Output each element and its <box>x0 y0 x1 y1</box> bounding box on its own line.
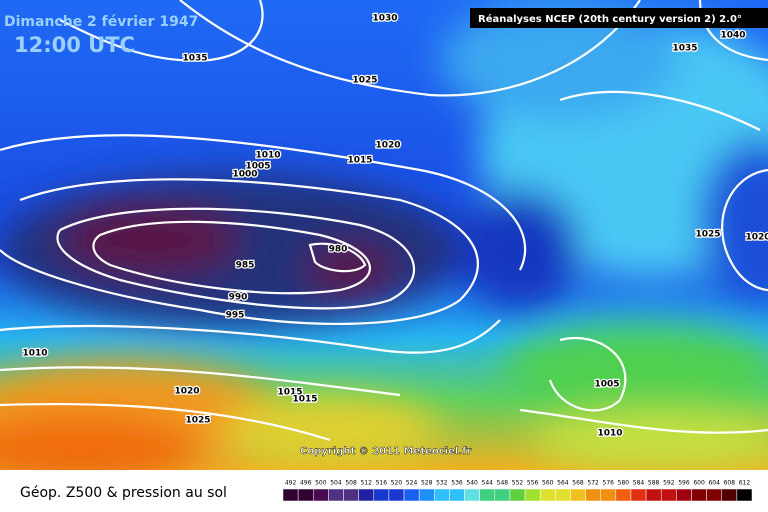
isobar-label: 1020 <box>745 233 768 243</box>
scale-tick-label: 540 <box>466 480 478 487</box>
scale-swatch <box>313 488 329 502</box>
isobar-label: 1040 <box>720 31 745 41</box>
isobar-label: 1010 <box>22 349 47 359</box>
scale-tick-label: 520 <box>391 480 403 487</box>
scale-tick-label: 524 <box>406 480 418 487</box>
isobar-label: 1035 <box>182 54 207 64</box>
isobar-label: 990 <box>229 293 248 303</box>
scale-tick-label: 588 <box>648 480 660 487</box>
isobar-label: 1010 <box>255 151 280 161</box>
scale-tick-label: 548 <box>497 480 509 487</box>
isobar-label: 1000 <box>232 170 257 180</box>
scale-tick-label: 504 <box>330 480 342 487</box>
source-label: Réanalyses NCEP (20th century version 2)… <box>478 13 742 25</box>
scale-tick-label: 552 <box>512 480 524 487</box>
scale-tick-label: 564 <box>557 480 569 487</box>
scale-swatch <box>479 488 496 502</box>
isobar-label: 1020 <box>375 141 400 151</box>
scale-swatch <box>706 488 722 502</box>
footer-title: Géop. Z500 & pression au sol <box>20 485 227 501</box>
scale-swatch <box>297 488 314 502</box>
isobar-label: 1035 <box>672 44 697 54</box>
copyright: Copyright © 2011 Meteociel.fr <box>300 446 471 457</box>
scale-swatch <box>645 488 662 502</box>
isobar-label: 1025 <box>185 416 210 426</box>
isobar-label: 1025 <box>352 76 377 86</box>
scale-tick-label: 592 <box>663 480 675 487</box>
scale-tick-label: 572 <box>587 480 599 487</box>
isobar-label: 980 <box>329 245 348 255</box>
scale-tick-label: 568 <box>572 480 584 487</box>
scale-tick-label: 508 <box>345 480 357 487</box>
isobar-label: 985 <box>236 261 255 271</box>
scale-swatch <box>328 488 344 502</box>
scale-swatch <box>434 488 450 502</box>
isobar-label: 1010 <box>597 429 622 439</box>
scale-swatch <box>373 488 390 502</box>
scale-tick-label: 600 <box>693 480 705 487</box>
scale-swatch <box>660 488 677 502</box>
map-time: 12:00 UTC <box>14 33 135 57</box>
scale-tick-label: 580 <box>618 480 630 487</box>
scale-swatch <box>539 488 556 502</box>
map-date: Dimanche 2 février 1947 <box>4 14 198 30</box>
scale-swatch <box>358 488 375 502</box>
isobar-label: 1005 <box>245 162 270 172</box>
scale-tick-label: 544 <box>482 480 494 487</box>
scale-swatch <box>585 488 601 502</box>
isobar-labels: 1030103510351040102510201015101010051000… <box>21 12 768 440</box>
scale-tick-label: 512 <box>360 480 372 487</box>
isobar-label: 1015 <box>277 388 302 398</box>
scale-swatch <box>615 488 632 502</box>
scale-tick-label: 536 <box>451 480 463 487</box>
scale-swatch <box>570 488 586 502</box>
scale-tick-label: 576 <box>603 480 615 487</box>
scale-swatch <box>449 488 465 502</box>
scale-swatch <box>494 488 511 502</box>
scale-swatch <box>464 488 480 502</box>
isobar-label: 995 <box>226 311 245 321</box>
source-box <box>470 8 768 28</box>
scale-tick-label: 528 <box>421 480 433 487</box>
scale-swatch <box>691 488 707 502</box>
isobar-label: 1005 <box>594 380 619 390</box>
color-scale: 492 496 500 504 508 512 516 520 524 528 532 536 540 5… <box>282 480 753 502</box>
isobar-label: 1015 <box>292 395 317 405</box>
scale-swatch <box>403 488 420 502</box>
scale-swatch <box>721 488 738 502</box>
scale-swatch <box>282 488 299 502</box>
scale-tick-label: 532 <box>436 480 448 487</box>
map-background <box>0 0 768 485</box>
scale-tick-label: 496 <box>300 480 312 487</box>
scale-tick-label: 612 <box>739 480 751 487</box>
isobar-label: 1020 <box>174 387 199 397</box>
scale-tick-label: 492 <box>285 480 297 487</box>
scale-tick-label: 500 <box>315 480 327 487</box>
scale-tick-label: 608 <box>724 480 736 487</box>
scale-swatch <box>676 488 692 502</box>
scale-swatch <box>343 488 359 502</box>
scale-swatch <box>524 488 541 502</box>
scale-swatch <box>555 488 571 502</box>
scale-tick-label: 560 <box>542 480 554 487</box>
scale-swatch <box>388 488 405 502</box>
scale-tick-label: 556 <box>527 480 539 487</box>
isobar-label: 1030 <box>372 14 397 24</box>
scale-swatch <box>600 488 617 502</box>
isobar-label: 1025 <box>695 230 720 240</box>
scale-swatch <box>509 488 526 502</box>
scale-tick-label: 584 <box>633 480 645 487</box>
scale-swatch <box>630 488 647 502</box>
scale-swatch <box>736 488 753 502</box>
scale-tick-label: 604 <box>708 480 720 487</box>
isobars <box>0 0 768 440</box>
isobar-label: 1015 <box>347 156 372 166</box>
scale-tick-label: 596 <box>678 480 690 487</box>
scale-swatch <box>418 488 435 502</box>
scale-tick-label: 516 <box>376 480 388 487</box>
